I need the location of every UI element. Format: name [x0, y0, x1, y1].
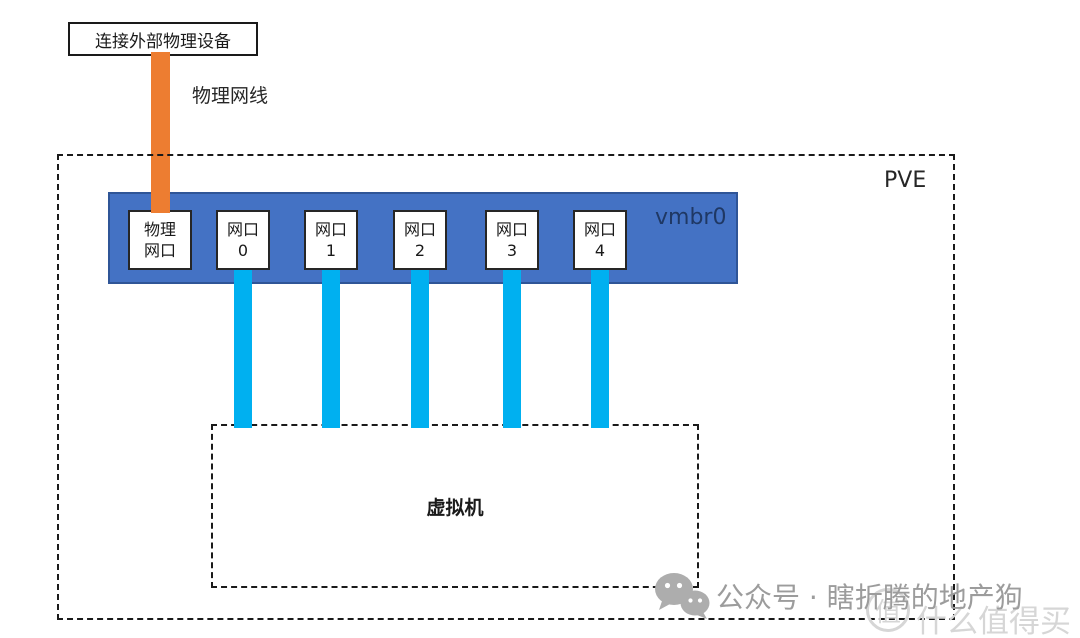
physical-cable-label: 物理网线	[192, 85, 269, 107]
wechat-icon	[652, 570, 712, 622]
pve-label: PVE	[884, 168, 927, 193]
port-1: 网口 1	[304, 210, 358, 270]
port-label-line1: 网口	[226, 220, 259, 239]
port-label-line1: 网口	[495, 220, 528, 239]
smzdm-watermark-text: 什么值得买	[916, 604, 1071, 638]
port-3: 网口 3	[485, 210, 539, 270]
virtual-machine-box: 虚拟机	[211, 424, 699, 588]
port-label-line2: 0	[237, 241, 249, 260]
smzdm-logo-icon: 值	[866, 588, 910, 632]
port-2: 网口 2	[393, 210, 447, 270]
port-label-line2: 3	[506, 241, 518, 260]
virtual-machine-label: 虚拟机	[426, 496, 484, 519]
virtual-cable-3	[503, 270, 521, 428]
bridge-label: vmbr0	[655, 205, 727, 230]
port-label-line1: 网口	[403, 220, 436, 239]
port-label-line1: 物理	[143, 220, 176, 239]
port-label-line1: 网口	[583, 220, 616, 239]
port-physical-nic: 物理 网口	[128, 210, 192, 270]
port-label-line2: 网口	[143, 241, 176, 260]
wechat-watermark-text: 公众号 · 瞎折腾的地产狗	[716, 581, 1023, 614]
port-label-line2: 1	[325, 241, 337, 260]
virtual-cable-4	[591, 270, 609, 428]
virtual-cable-0	[234, 270, 252, 428]
port-label-line1: 网口	[314, 220, 347, 239]
external-device-box: 连接外部物理设备	[68, 22, 258, 56]
port-label-line2: 4	[594, 241, 606, 260]
port-4: 网口 4	[573, 210, 627, 270]
port-0: 网口 0	[216, 210, 270, 270]
virtual-cable-1	[322, 270, 340, 428]
virtual-cable-2	[411, 270, 429, 428]
wechat-watermark: 公众号 · 瞎折腾的地产狗	[652, 570, 1023, 622]
port-label-line2: 2	[414, 241, 426, 260]
smzdm-watermark: 值 什么值得买	[866, 588, 1071, 638]
physical-cable	[151, 52, 170, 213]
